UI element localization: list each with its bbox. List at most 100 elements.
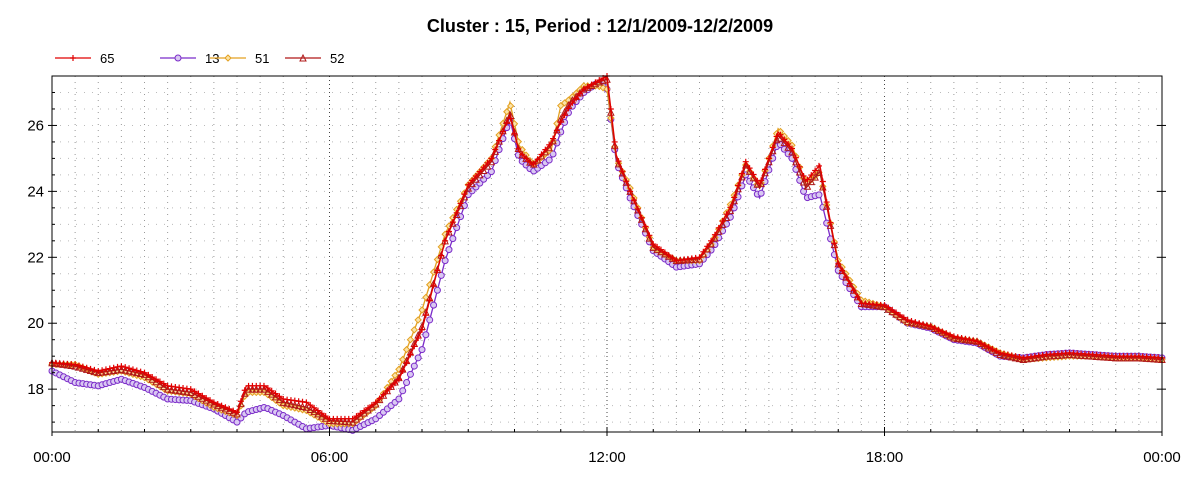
series-marker-51 bbox=[599, 84, 607, 92]
series-marker-13 bbox=[453, 224, 461, 232]
series-marker-65 bbox=[731, 194, 738, 201]
series-marker-52 bbox=[63, 360, 72, 369]
series-marker-65 bbox=[442, 237, 449, 244]
series-marker-65 bbox=[966, 336, 973, 343]
series-marker-13 bbox=[433, 286, 441, 294]
series-marker-65 bbox=[415, 335, 422, 342]
legend-swatch-marker bbox=[224, 54, 232, 62]
series-marker-52 bbox=[1081, 351, 1089, 360]
series-marker-65 bbox=[904, 316, 911, 323]
series-marker-65 bbox=[792, 154, 799, 161]
series-marker-52 bbox=[826, 221, 835, 229]
series-marker-65 bbox=[530, 161, 537, 168]
series-marker-65 bbox=[997, 349, 1004, 356]
series-marker-52 bbox=[1092, 352, 1101, 360]
series-marker-65 bbox=[592, 79, 599, 86]
series-marker-13 bbox=[549, 150, 557, 158]
series-marker-65 bbox=[839, 267, 846, 274]
series-marker-52 bbox=[1108, 353, 1116, 362]
series-marker-65 bbox=[623, 178, 630, 185]
chart-title: Cluster : 15, Period : 12/1/2009-12/2/20… bbox=[427, 16, 773, 36]
series-marker-65 bbox=[665, 252, 672, 259]
series-marker-52 bbox=[129, 367, 137, 376]
series-marker-65 bbox=[141, 369, 148, 376]
series-marker-65 bbox=[476, 168, 483, 175]
plot-frame bbox=[51, 75, 1163, 433]
series-marker-65 bbox=[896, 311, 903, 318]
series-marker-65 bbox=[711, 231, 718, 238]
y-tick-label: 24 bbox=[27, 183, 44, 200]
series-marker-52 bbox=[175, 386, 183, 395]
series-marker-52 bbox=[1065, 350, 1074, 359]
series-marker-65 bbox=[187, 386, 194, 393]
series-marker-65 bbox=[372, 399, 379, 406]
series-marker-65 bbox=[1012, 353, 1019, 360]
series-marker-65 bbox=[207, 397, 214, 404]
series-marker-65 bbox=[503, 119, 510, 126]
series-marker-52 bbox=[287, 399, 295, 408]
series-marker-52 bbox=[876, 302, 885, 310]
series-marker-65 bbox=[453, 209, 460, 216]
series-marker-65 bbox=[392, 380, 399, 387]
series-marker-65 bbox=[577, 90, 584, 97]
series-marker-65 bbox=[496, 137, 503, 144]
series-marker-65 bbox=[916, 320, 923, 327]
series-marker-52 bbox=[136, 369, 145, 377]
series-marker-65 bbox=[565, 105, 572, 112]
series-marker-65 bbox=[492, 146, 499, 153]
y-tick-label: 22 bbox=[27, 249, 44, 266]
series-marker-65 bbox=[511, 130, 518, 137]
series-marker-65 bbox=[438, 252, 445, 259]
series-marker-65 bbox=[137, 368, 144, 375]
series-marker-13 bbox=[418, 346, 426, 354]
series-marker-52 bbox=[449, 219, 457, 227]
series-marker-65 bbox=[118, 363, 125, 370]
series-marker-65 bbox=[900, 314, 907, 321]
series-marker-52 bbox=[256, 385, 264, 393]
series-marker-65 bbox=[210, 399, 217, 406]
series-marker-65 bbox=[199, 392, 206, 399]
series-marker-65 bbox=[1016, 354, 1023, 361]
series-marker-65 bbox=[646, 232, 653, 239]
series-marker-52 bbox=[291, 400, 299, 409]
series-marker-13 bbox=[487, 168, 495, 176]
series-marker-52 bbox=[337, 417, 345, 425]
series-marker-65 bbox=[935, 326, 942, 333]
series-marker-52 bbox=[252, 385, 261, 393]
series-marker-65 bbox=[765, 155, 772, 162]
series-marker-13 bbox=[395, 395, 403, 403]
series-marker-65 bbox=[519, 151, 526, 158]
series-marker-65 bbox=[195, 390, 202, 397]
series-marker-65 bbox=[507, 115, 514, 122]
series-marker-65 bbox=[738, 170, 745, 177]
series-marker-65 bbox=[526, 159, 533, 166]
series-marker-13 bbox=[422, 331, 430, 339]
series-marker-51 bbox=[410, 326, 418, 334]
series-marker-65 bbox=[835, 260, 842, 267]
series-marker-13 bbox=[410, 362, 418, 370]
series-marker-65 bbox=[1008, 352, 1015, 359]
series-marker-52 bbox=[637, 215, 646, 223]
series-marker-52 bbox=[1004, 352, 1012, 360]
series-marker-65 bbox=[307, 402, 314, 409]
series-marker-65 bbox=[893, 309, 900, 316]
series-marker-52 bbox=[1000, 351, 1008, 359]
series-marker-52 bbox=[179, 387, 187, 395]
series-marker-65 bbox=[203, 394, 210, 401]
series-marker-65 bbox=[777, 131, 784, 138]
x-tick-label: 18:00 bbox=[866, 449, 904, 466]
series-marker-65 bbox=[615, 158, 622, 165]
series-marker-65 bbox=[846, 280, 853, 287]
series-marker-65 bbox=[715, 224, 722, 231]
series-marker-65 bbox=[430, 282, 437, 289]
series-marker-52 bbox=[333, 416, 342, 425]
series-marker-52 bbox=[1146, 354, 1155, 363]
series-marker-13 bbox=[426, 316, 434, 324]
series-marker-52 bbox=[1031, 353, 1039, 362]
series-marker-65 bbox=[923, 322, 930, 329]
series-marker-65 bbox=[970, 337, 977, 344]
x-tick-label: 06:00 bbox=[311, 449, 349, 466]
series-marker-13 bbox=[430, 301, 438, 309]
series-marker-65 bbox=[708, 237, 715, 244]
